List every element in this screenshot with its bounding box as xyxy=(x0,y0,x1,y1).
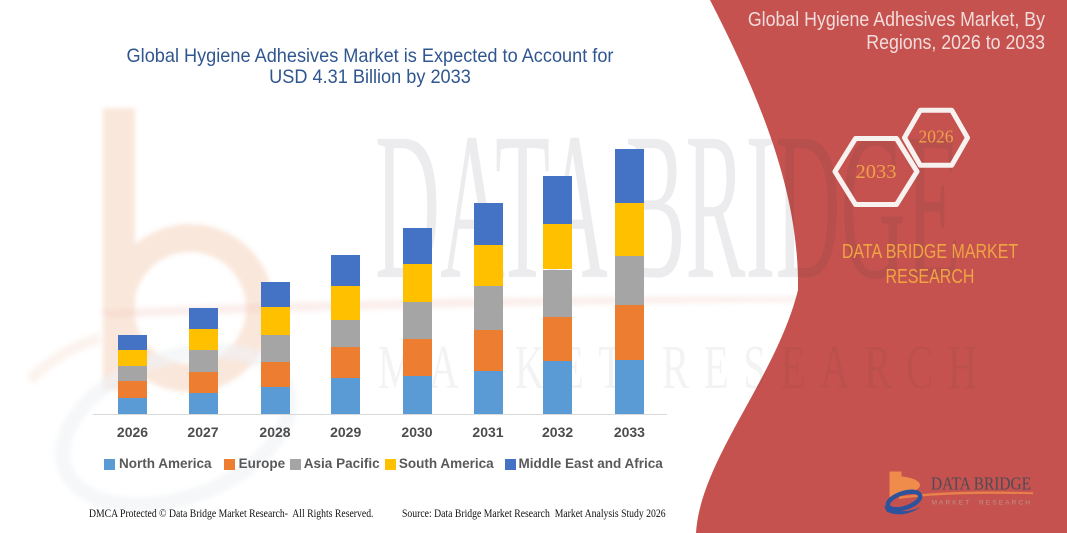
svg-text:2026: 2026 xyxy=(919,127,954,147)
svg-text:MARKET RESEARCH: MARKET RESEARCH xyxy=(932,500,1033,507)
svg-text:DATA BRIDGE: DATA BRIDGE xyxy=(931,474,1031,494)
svg-text:2033: 2033 xyxy=(856,161,897,183)
